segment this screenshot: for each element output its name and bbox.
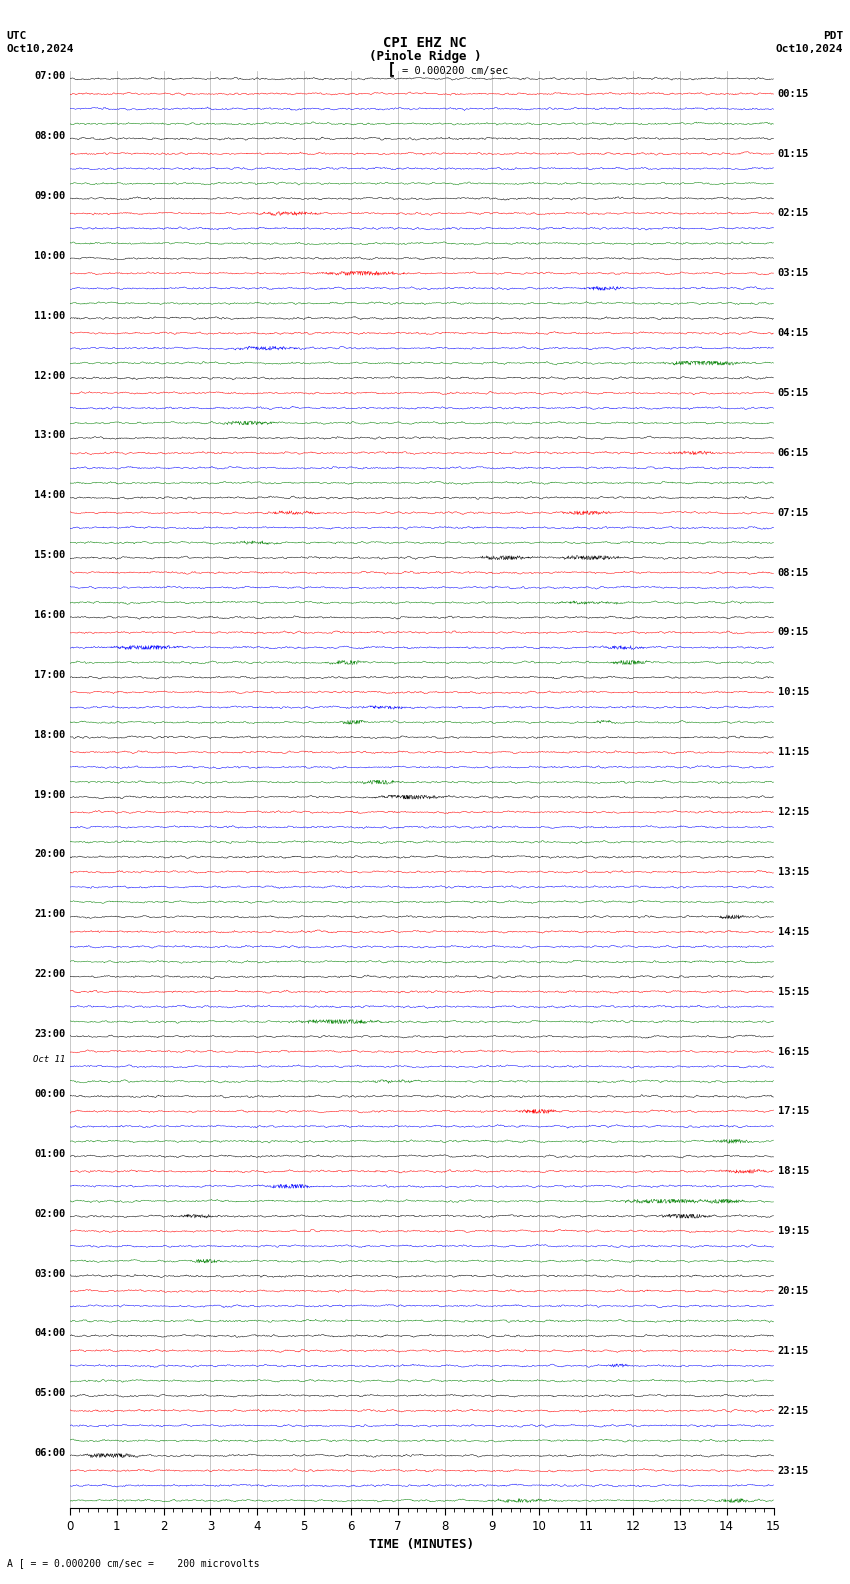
Text: 09:00: 09:00 bbox=[34, 192, 65, 201]
Text: Oct10,2024: Oct10,2024 bbox=[776, 44, 843, 54]
Text: 07:00: 07:00 bbox=[34, 71, 65, 81]
Text: 08:00: 08:00 bbox=[34, 131, 65, 141]
Text: 15:00: 15:00 bbox=[34, 550, 65, 561]
Text: 00:15: 00:15 bbox=[778, 89, 809, 98]
Text: 17:15: 17:15 bbox=[778, 1106, 809, 1117]
Text: 09:15: 09:15 bbox=[778, 627, 809, 637]
Text: 14:15: 14:15 bbox=[778, 927, 809, 936]
Text: 11:00: 11:00 bbox=[34, 310, 65, 320]
Text: 01:00: 01:00 bbox=[34, 1148, 65, 1159]
Text: 03:00: 03:00 bbox=[34, 1269, 65, 1278]
Text: 21:00: 21:00 bbox=[34, 909, 65, 919]
Text: A [ = = 0.000200 cm/sec =    200 microvolts: A [ = = 0.000200 cm/sec = 200 microvolts bbox=[7, 1559, 259, 1568]
Text: 11:15: 11:15 bbox=[778, 748, 809, 757]
Text: 18:15: 18:15 bbox=[778, 1166, 809, 1177]
Text: 02:00: 02:00 bbox=[34, 1209, 65, 1218]
Text: 15:15: 15:15 bbox=[778, 987, 809, 996]
Text: 22:00: 22:00 bbox=[34, 969, 65, 979]
Text: 22:15: 22:15 bbox=[778, 1405, 809, 1416]
Text: Oct10,2024: Oct10,2024 bbox=[7, 44, 74, 54]
Text: 12:15: 12:15 bbox=[778, 808, 809, 817]
Text: 08:15: 08:15 bbox=[778, 567, 809, 578]
Text: 04:00: 04:00 bbox=[34, 1329, 65, 1338]
Text: 06:00: 06:00 bbox=[34, 1448, 65, 1459]
X-axis label: TIME (MINUTES): TIME (MINUTES) bbox=[369, 1538, 474, 1551]
Text: 05:00: 05:00 bbox=[34, 1388, 65, 1399]
Text: 21:15: 21:15 bbox=[778, 1346, 809, 1356]
Text: UTC: UTC bbox=[7, 32, 27, 41]
Text: 19:00: 19:00 bbox=[34, 790, 65, 800]
Text: = 0.000200 cm/sec: = 0.000200 cm/sec bbox=[402, 67, 508, 76]
Text: 10:00: 10:00 bbox=[34, 250, 65, 261]
Text: 17:00: 17:00 bbox=[34, 670, 65, 680]
Text: 02:15: 02:15 bbox=[778, 209, 809, 219]
Text: 13:00: 13:00 bbox=[34, 431, 65, 440]
Text: Oct 11: Oct 11 bbox=[33, 1055, 65, 1063]
Text: 19:15: 19:15 bbox=[778, 1226, 809, 1236]
Text: 23:00: 23:00 bbox=[34, 1030, 65, 1039]
Text: 20:00: 20:00 bbox=[34, 849, 65, 860]
Text: (Pinole Ridge ): (Pinole Ridge ) bbox=[369, 51, 481, 63]
Text: 05:15: 05:15 bbox=[778, 388, 809, 398]
Text: 13:15: 13:15 bbox=[778, 866, 809, 878]
Text: 16:00: 16:00 bbox=[34, 610, 65, 619]
Text: PDT: PDT bbox=[823, 32, 843, 41]
Text: 20:15: 20:15 bbox=[778, 1286, 809, 1296]
Text: CPI EHZ NC: CPI EHZ NC bbox=[383, 36, 467, 49]
Text: 03:15: 03:15 bbox=[778, 268, 809, 279]
Text: [: [ bbox=[387, 62, 396, 76]
Text: 14:00: 14:00 bbox=[34, 491, 65, 501]
Text: 12:00: 12:00 bbox=[34, 371, 65, 380]
Text: 04:15: 04:15 bbox=[778, 328, 809, 337]
Text: 00:00: 00:00 bbox=[34, 1088, 65, 1099]
Text: 16:15: 16:15 bbox=[778, 1047, 809, 1057]
Text: 10:15: 10:15 bbox=[778, 687, 809, 697]
Text: 06:15: 06:15 bbox=[778, 448, 809, 458]
Text: 23:15: 23:15 bbox=[778, 1465, 809, 1476]
Text: 01:15: 01:15 bbox=[778, 149, 809, 158]
Text: 07:15: 07:15 bbox=[778, 508, 809, 518]
Text: 18:00: 18:00 bbox=[34, 730, 65, 740]
